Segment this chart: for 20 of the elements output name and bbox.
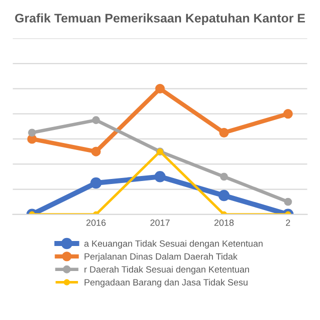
point (218, 190, 230, 202)
point (284, 198, 292, 206)
point (219, 128, 229, 138)
point (155, 84, 165, 94)
legend-label: Pengadaan Barang dan Jasa Tidak Sesu (84, 278, 248, 288)
chart-title: Grafik Temuan Pemeriksaan Kepatuhan Kantor E (15, 13, 305, 26)
x-tick-label: 2017 (150, 220, 170, 226)
x-tick-label: 2018 (214, 220, 234, 226)
point (154, 171, 166, 182)
point (283, 109, 293, 119)
legend-label: Perjalanan Dinas Dalam Daerah Tidak (84, 253, 238, 262)
point (91, 146, 101, 156)
legend-label: r Daerah Tidak Sesuai dengan Ketentuan (84, 266, 249, 274)
x-tick-label: 2 (286, 220, 290, 226)
point (90, 177, 102, 189)
x-tick-label: 2016 (86, 220, 106, 226)
point (92, 116, 100, 124)
point (28, 128, 36, 137)
legend-label: a Keuangan Tidak Sesuai dengan Ketentuan (84, 240, 263, 249)
point (220, 172, 228, 181)
